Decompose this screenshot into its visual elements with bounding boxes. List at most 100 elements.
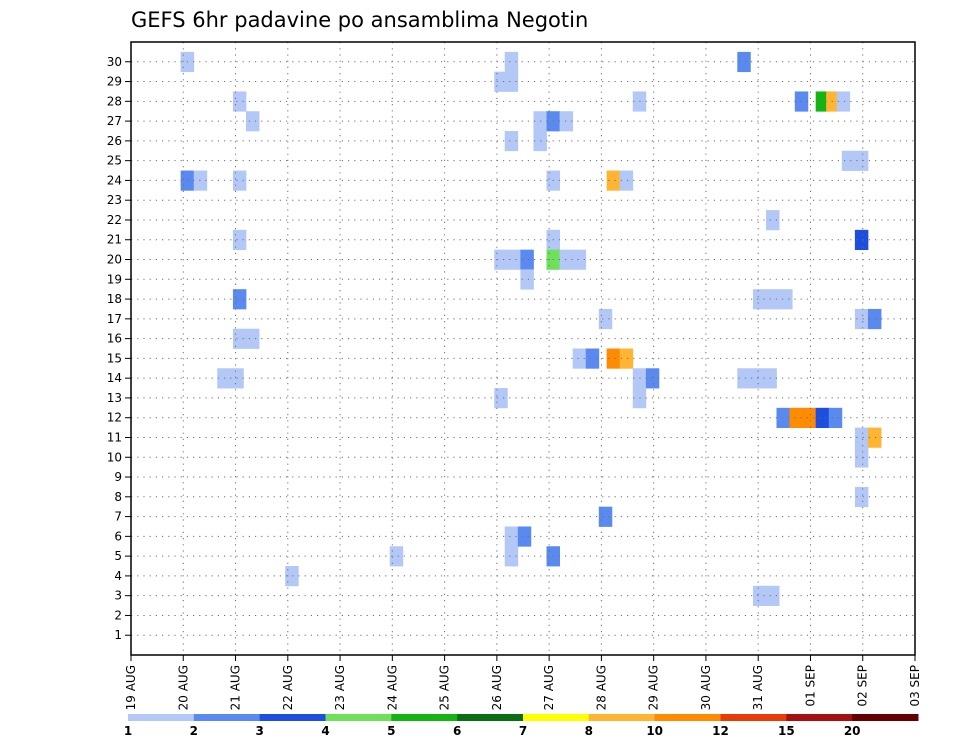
y-tick-label-15: 15: [107, 351, 122, 365]
y-tick-label-29: 29: [107, 75, 122, 89]
y-tick-label-16: 16: [107, 332, 122, 346]
precip-cell-64: [867, 427, 882, 448]
colorbar-swatch-0: [128, 714, 195, 721]
precip-cell-54: [750, 368, 764, 389]
precip-cell-2: [737, 51, 751, 73]
precip-cell-17: [841, 150, 856, 171]
precip-cell-58: [776, 407, 790, 428]
colorbar-label-20: 20: [844, 724, 861, 738]
precip-cell-60: [802, 407, 817, 428]
x-axis: 19 AUG 20 AUG 21 AUG 22 AUG 23 AUG 24 AUG 25 A…: [124, 655, 922, 710]
y-tick-label-26: 26: [107, 134, 122, 148]
y-axis: 1234567891011121314151617181920212223242…: [107, 55, 131, 642]
precip-cell-30: [507, 249, 521, 270]
x-tick-label-7: 26 AUG: [490, 665, 504, 710]
precip-cell-10: [836, 91, 851, 112]
colorbar-swatch-3: [325, 714, 392, 721]
y-tick-label-30: 30: [107, 55, 122, 69]
colorbar-swatch-9: [720, 714, 787, 721]
y-tick-label-5: 5: [114, 549, 122, 563]
x-tick-label-5: 24 AUG: [385, 665, 399, 710]
y-tick-label-11: 11: [107, 430, 122, 444]
chart-title: GEFS 6hr padavine po ansamblima Negotin: [131, 8, 588, 32]
precip-cell-37: [752, 289, 767, 310]
precip-cell-26: [232, 229, 247, 251]
precip-cell-74: [752, 585, 767, 606]
colorbar-swatch-7: [588, 714, 656, 721]
precip-cell-14: [559, 111, 574, 132]
precip-cell-15: [504, 130, 519, 152]
precip-cell-42: [867, 308, 882, 330]
precip-cell-21: [232, 170, 247, 191]
precip-cell-8: [815, 91, 830, 112]
y-tick-label-21: 21: [107, 233, 122, 247]
colorbar-label-2: 2: [190, 724, 198, 738]
colorbar-swatch-5: [457, 714, 524, 721]
colorbar-label-4: 4: [321, 724, 329, 738]
precip-cell-43: [232, 328, 247, 349]
x-tick-label-12: 31 AUG: [751, 665, 765, 710]
precip-cell-41: [854, 308, 869, 330]
colorbar-swatch-10: [786, 714, 853, 721]
x-tick-label-1: 20 AUG: [176, 665, 190, 710]
precip-cell-38: [766, 289, 780, 310]
colorbar-label-5: 5: [387, 724, 395, 738]
x-tick-label-9: 28 AUG: [594, 665, 608, 710]
precip-cell-47: [606, 348, 621, 369]
y-tick-label-20: 20: [107, 253, 122, 267]
precip-cell-53: [737, 368, 751, 389]
precip-cells: [180, 51, 882, 606]
x-tick-label-8: 27 AUG: [542, 665, 556, 710]
precip-cell-35: [520, 269, 534, 290]
precip-cell-1: [504, 51, 519, 73]
precip-cell-40: [598, 308, 613, 330]
precip-cell-44: [245, 328, 260, 349]
colorbar-label-3: 3: [255, 724, 263, 738]
y-tick-label-10: 10: [107, 450, 122, 464]
colorbar-swatch-2: [259, 714, 326, 721]
colorbar-label-10: 10: [646, 724, 663, 738]
precip-cell-56: [494, 388, 508, 409]
y-tick-label-7: 7: [114, 510, 122, 524]
y-tick-label-17: 17: [107, 312, 122, 326]
precip-cell-16: [533, 130, 547, 152]
x-tick-label-2: 21 AUG: [229, 665, 243, 710]
x-tick-label-3: 22 AUG: [281, 665, 295, 710]
precip-cell-46: [585, 348, 600, 369]
precip-cell-5: [232, 91, 247, 112]
y-tick-label-22: 22: [107, 213, 122, 227]
colorbar-swatch-6: [523, 714, 590, 721]
precip-cell-49: [217, 368, 231, 389]
y-tick-label-18: 18: [107, 292, 122, 306]
precip-cell-59: [789, 407, 804, 428]
precip-cell-73: [285, 566, 299, 587]
colorbar-label-6: 6: [453, 724, 461, 738]
colorbar-label-15: 15: [778, 724, 795, 738]
y-tick-label-14: 14: [107, 371, 122, 385]
x-tick-label-14: 02 SEP: [856, 665, 870, 707]
y-tick-label-4: 4: [114, 569, 122, 583]
precip-cell-70: [389, 546, 404, 567]
y-tick-label-9: 9: [114, 470, 122, 484]
precip-cell-9: [826, 91, 840, 112]
y-tick-label-19: 19: [107, 272, 122, 286]
precip-cell-68: [504, 526, 519, 547]
precip-cell-12: [533, 111, 547, 132]
precip-cell-29: [494, 249, 508, 270]
colorbar-label-12: 12: [712, 724, 729, 738]
precip-cell-48: [619, 348, 634, 369]
precip-cell-63: [854, 427, 869, 448]
precip-cell-31: [520, 249, 534, 270]
y-tick-label-24: 24: [107, 173, 122, 187]
x-tick-label-0: 19 AUG: [124, 665, 138, 710]
precip-cell-18: [854, 150, 869, 171]
precip-cell-34: [572, 249, 587, 270]
y-tick-label-6: 6: [114, 529, 122, 543]
x-tick-label-13: 01 SEP: [803, 665, 817, 707]
y-tick-label-27: 27: [107, 114, 122, 128]
y-tick-label-1: 1: [114, 628, 122, 642]
precip-cell-69: [517, 526, 532, 547]
y-tick-label-3: 3: [114, 589, 122, 603]
precip-cell-66: [854, 486, 869, 508]
